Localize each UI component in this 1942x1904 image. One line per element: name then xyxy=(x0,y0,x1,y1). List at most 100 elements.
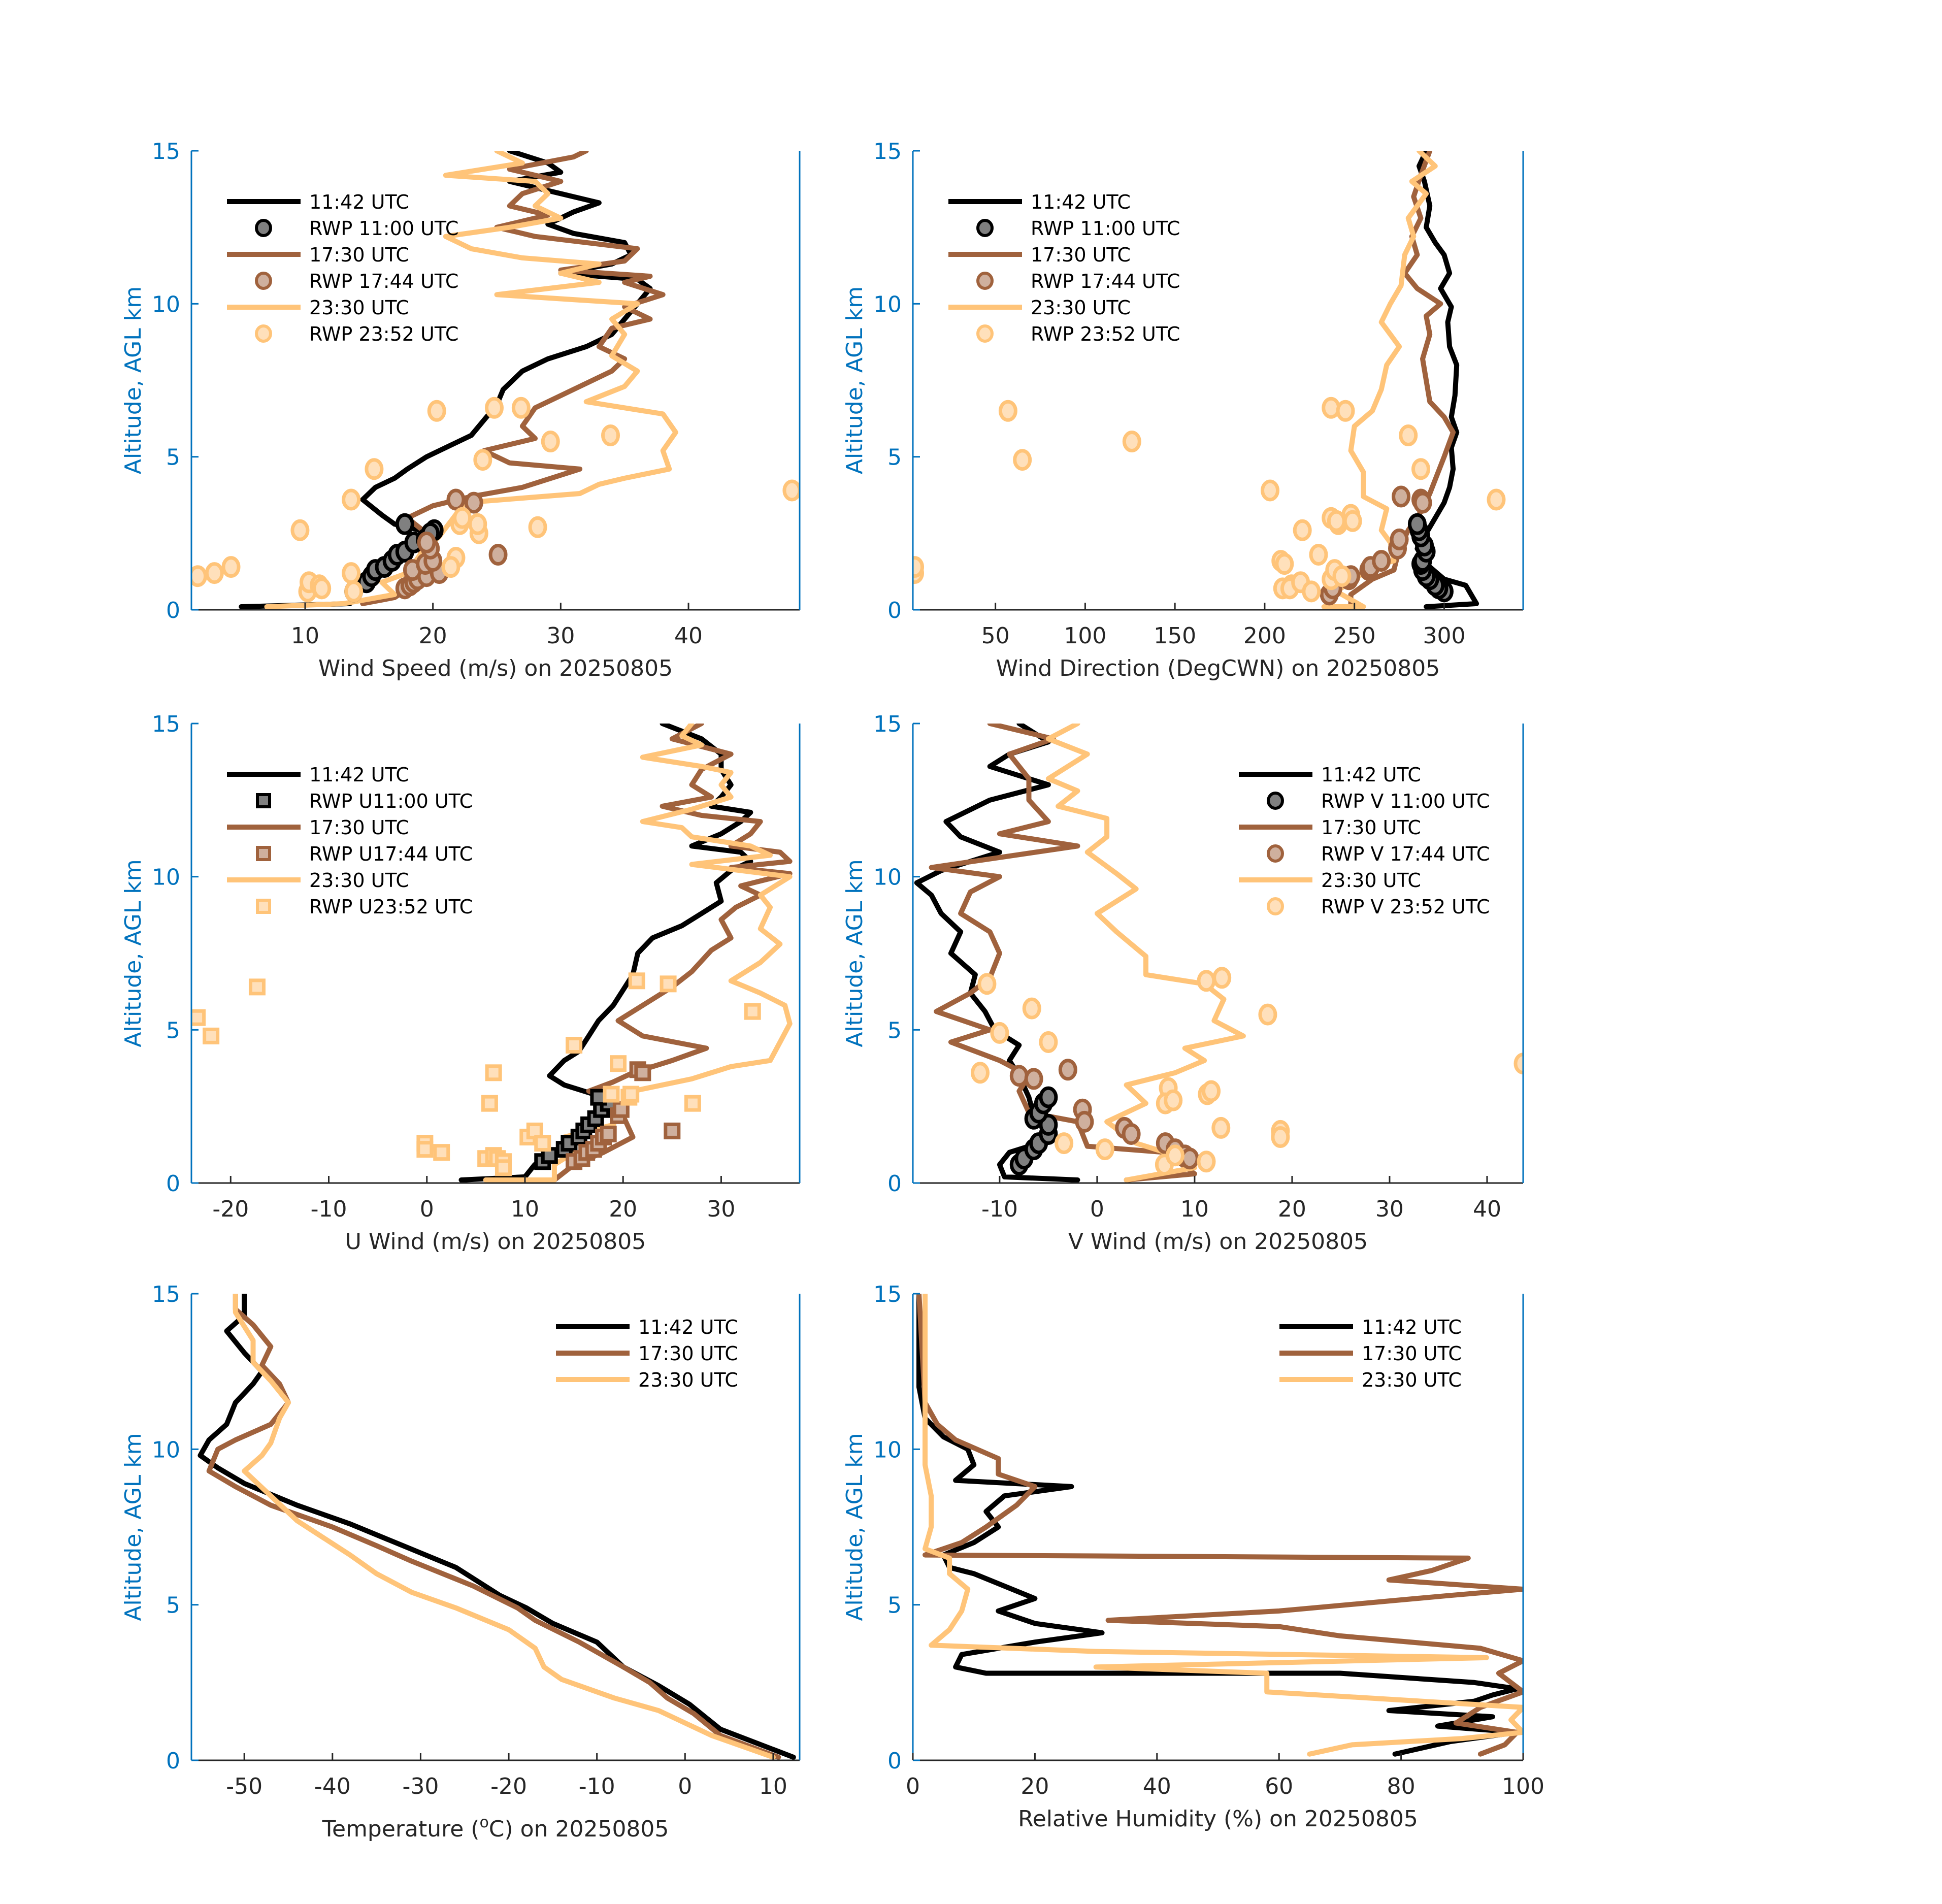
data-point-rwp-23-52-utc xyxy=(1309,544,1328,566)
legend-label: 11:42 UTC xyxy=(1362,1316,1462,1338)
data-point-rwp-23-52-utc xyxy=(1261,479,1280,502)
data-point-rwp-u23-52-utc xyxy=(628,972,645,990)
legend-item: 17:30 UTC xyxy=(948,244,1131,266)
legend-circle-marker xyxy=(976,272,994,290)
x-tick-label: 0 xyxy=(420,1196,434,1222)
legend-label: 11:42 UTC xyxy=(1031,191,1131,213)
data-point-rwp-23-52-utc xyxy=(1411,458,1430,480)
data-point-rwp-23-52-utc xyxy=(528,516,547,538)
legend-item: 17:30 UTC xyxy=(1239,816,1421,839)
legend-item: 11:42 UTC xyxy=(1239,764,1421,786)
legend-item: 23:30 UTC xyxy=(1279,1369,1462,1391)
x-tick-label: 250 xyxy=(1333,623,1376,649)
data-point-rwp-11-00-utc xyxy=(395,513,414,535)
data-point-rwp-23-52-utc xyxy=(1122,431,1141,453)
x-axis-label: U Wind (m/s) on 20250805 xyxy=(345,1229,646,1255)
legend-label: 17:30 UTC xyxy=(1362,1342,1462,1365)
data-point-rwp-u23-52-utc xyxy=(610,1055,627,1072)
data-point-rwp-v-23-52-utc xyxy=(1055,1132,1074,1155)
x-tick-label: -20 xyxy=(490,1774,527,1799)
data-point-rwp-u23-52-utc xyxy=(416,1141,434,1158)
data-point-rwp-23-52-utc xyxy=(1336,400,1355,422)
data-point-rwp-23-52-utc xyxy=(427,400,446,422)
x-tick-label: 0 xyxy=(906,1774,920,1799)
data-point-rwp-v-17-44-utc xyxy=(1009,1065,1029,1087)
data-point-rwp-v-23-52-utc xyxy=(1039,1031,1058,1053)
series-line-17-30-utc xyxy=(206,1294,781,1760)
legend-item: RWP V 23:52 UTC xyxy=(1267,896,1490,918)
legend-label: RWP U11:00 UTC xyxy=(309,790,473,812)
legend-item: RWP 17:44 UTC xyxy=(255,270,458,292)
data-point-rwp-v-17-44-utc xyxy=(1058,1059,1077,1081)
legend-label: RWP U23:52 UTC xyxy=(309,896,473,918)
y-axis-label: Altitude, AGL km xyxy=(842,1433,868,1621)
data-point-rwp-v-23-52-utc xyxy=(1212,967,1232,989)
data-point-rwp-u23-52-utc xyxy=(684,1095,701,1112)
plot-area xyxy=(191,151,800,609)
data-point-rwp-v-23-52-utc xyxy=(1211,1117,1231,1139)
data-point-rwp-u23-52-utc xyxy=(485,1064,502,1081)
data-point-rwp-u17-44-utc xyxy=(634,1064,651,1081)
data-point-rwp-u23-52-utc xyxy=(744,1003,761,1020)
u-wind-panel: 0 5 10 15 -20 -10 0 10 20 30 U Wind (m/s) on 20250… xyxy=(120,711,801,1255)
data-point-rwp-v-23-52-utc xyxy=(1164,1089,1183,1111)
data-point-rwp-17-44-utc xyxy=(464,491,483,514)
legend-label: 17:30 UTC xyxy=(309,816,409,839)
data-point-rwp-v-11-00-utc xyxy=(1039,1086,1058,1108)
x-tick-label: 80 xyxy=(1387,1774,1416,1799)
data-point-rwp-23-52-utc xyxy=(344,580,364,603)
legend-item: 11:42 UTC xyxy=(227,764,409,786)
legend-item: RWP 11:00 UTC xyxy=(976,217,1180,240)
data-point-rwp-u23-52-utc xyxy=(622,1086,640,1103)
legend-item: RWP 23:52 UTC xyxy=(976,323,1180,345)
y-axis-label: Altitude, AGL km xyxy=(842,859,868,1047)
y-tick-label: 15 xyxy=(873,711,902,737)
y-tick-label: 10 xyxy=(873,865,902,891)
data-point-rwp-23-52-utc xyxy=(468,513,487,535)
y-axis-label: Altitude, AGL km xyxy=(120,1433,146,1621)
x-tick-label: -50 xyxy=(226,1774,262,1799)
temperature-panel: 0 5 10 15 -50 -40 -30 -20 -10 0 10 Temperature (oC)… xyxy=(120,1282,801,1842)
x-tick-label: 10 xyxy=(1180,1196,1209,1222)
data-point-rwp-23-52-utc xyxy=(473,449,492,471)
legend-label: RWP V 23:52 UTC xyxy=(1321,896,1490,918)
y-tick-label: 15 xyxy=(873,1282,902,1307)
x-axis-label: Temperature (oC) on 20250805 xyxy=(322,1814,669,1842)
y-axis-label: Altitude, AGL km xyxy=(120,286,146,474)
x-tick-label: 20 xyxy=(609,1196,637,1222)
data-point-rwp-23-52-utc xyxy=(782,479,800,502)
legend-circle-marker xyxy=(255,272,272,290)
legend: 11:42 UTC RWP 11:00 UTC 17:30 UTC RWP 17:44… xyxy=(948,191,1180,345)
x-tick-label: 150 xyxy=(1154,623,1196,649)
x-tick-label: 20 xyxy=(1021,1774,1049,1799)
data-point-rwp-17-44-utc xyxy=(417,531,436,553)
legend-square-marker xyxy=(256,899,271,914)
data-point-rwp-v-23-52-utc xyxy=(1197,970,1216,992)
data-point-rwp-23-52-utc xyxy=(453,507,472,529)
data-point-rwp-17-44-utc xyxy=(446,488,466,511)
data-point-rwp-u23-52-utc xyxy=(203,1027,220,1044)
legend-label: 17:30 UTC xyxy=(1321,816,1421,839)
y-tick-label: 10 xyxy=(152,1437,180,1463)
data-point-rwp-23-52-utc xyxy=(342,562,361,584)
y-tick-label: 15 xyxy=(873,139,902,165)
legend-label: RWP 17:44 UTC xyxy=(1031,270,1180,292)
legend-circle-marker xyxy=(255,219,272,237)
data-point-rwp-u23-52-utc xyxy=(566,1037,583,1054)
series-line-23-30-utc xyxy=(1045,724,1246,1183)
legend: 11:42 UTC RWP 11:00 UTC 17:30 UTC RWP 17:44… xyxy=(227,191,458,345)
data-point-rwp-23-52-utc xyxy=(1332,565,1352,587)
legend-label: 23:30 UTC xyxy=(309,297,409,319)
data-point-rwp-u23-52-utc xyxy=(495,1159,512,1176)
data-point-rwp-23-52-utc xyxy=(365,458,384,480)
y-tick-label: 5 xyxy=(166,1593,180,1619)
data-point-rwp-u23-52-utc xyxy=(603,1086,620,1103)
data-point-rwp-u23-52-utc xyxy=(660,975,677,993)
data-point-rwp-23-52-utc xyxy=(1275,553,1294,575)
legend-item: 11:42 UTC xyxy=(1279,1316,1462,1338)
x-tick-label: 60 xyxy=(1265,1774,1293,1799)
legend: 11:42 UTC RWP U11:00 UTC 17:30 UTC RWP U17:… xyxy=(227,764,473,918)
x-tick-label: 0 xyxy=(1090,1196,1104,1222)
x-tick-label: 40 xyxy=(1143,1774,1171,1799)
